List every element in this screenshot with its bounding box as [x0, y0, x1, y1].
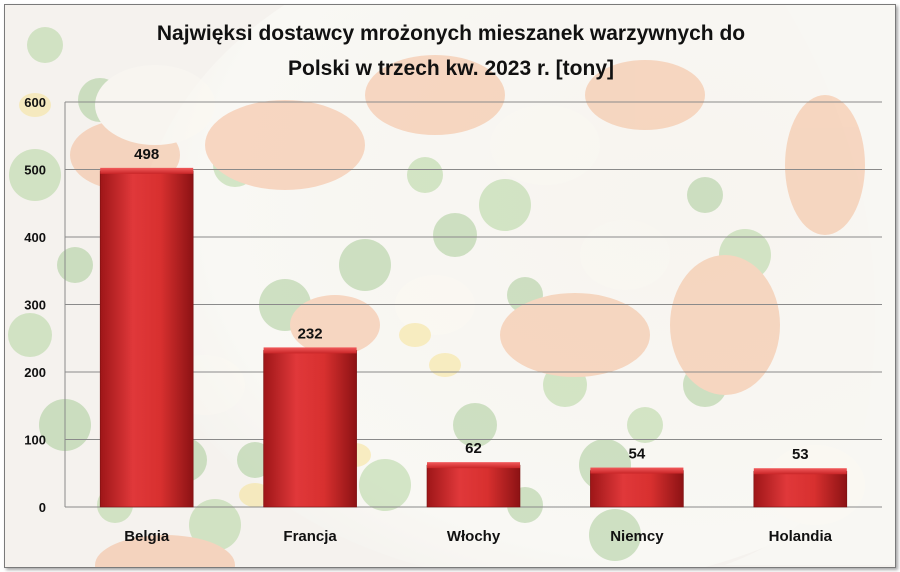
carrot-slice-shape [785, 95, 865, 235]
carrot-slice-shape [365, 55, 505, 135]
bar-top-cap [753, 468, 847, 475]
data-label: 54 [629, 446, 646, 463]
chart-title-line-2: Polski w trzech kw. 2023 r. [tony] [288, 57, 614, 80]
x-axis: Belgia Francja Włochy Niemcy Holandia [124, 528, 832, 545]
bar-holandia: 53 [753, 446, 848, 508]
corn-kernel-shape [19, 93, 51, 117]
bars: 498 232 62 54 53 [99, 146, 848, 508]
bar-top-cap [100, 167, 194, 174]
corn-kernel-shape [239, 483, 271, 507]
y-tick-label: 0 [39, 500, 46, 515]
pea-shape [543, 363, 587, 407]
pea-shape [213, 143, 257, 187]
chart-title: Najwięksi dostawcy mrożonych mieszanek w… [157, 22, 745, 80]
pea-shape [57, 247, 93, 283]
bar-francja: 232 [263, 325, 357, 508]
pea-shape [9, 149, 61, 201]
pea-shape [433, 213, 477, 257]
chart-title-line-1: Najwięksi dostawcy mrożonych mieszanek w… [157, 22, 745, 45]
pea-shape [407, 157, 443, 193]
bar-top-cap [590, 467, 684, 474]
pea-shape [78, 78, 122, 122]
data-label: 53 [792, 446, 809, 463]
carrot-slice-shape [205, 100, 365, 190]
pea-shape [8, 313, 52, 357]
carrot-slice-shape [670, 255, 780, 395]
corn-kernel-shape [399, 323, 431, 347]
cauliflower-shape [95, 65, 215, 145]
y-tick-label: 500 [24, 163, 46, 178]
data-label: 232 [298, 325, 323, 342]
pea-shape [719, 229, 771, 281]
pea-shape [339, 239, 391, 291]
bar-włochy: 62 [426, 440, 521, 508]
y-axis: 0 100 200 300 400 500 600 [24, 95, 66, 515]
bar-top-cap [427, 462, 520, 469]
y-tick-label: 600 [24, 95, 46, 110]
x-category-label: Włochy [447, 528, 501, 545]
bar-top-cap [263, 347, 357, 354]
data-label: 498 [134, 146, 159, 163]
y-tick-label: 100 [24, 433, 46, 448]
x-category-label: Holandia [769, 528, 833, 545]
bar-body [426, 464, 521, 508]
pea-shape [627, 407, 663, 443]
bar-body [753, 470, 848, 508]
x-category-label: Belgia [124, 528, 170, 545]
corn-kernel-shape [429, 353, 461, 377]
gridlines [65, 101, 882, 508]
bar-body [590, 470, 684, 508]
pea-shape [683, 363, 727, 407]
pea-shape [453, 403, 497, 447]
carrot-slice-shape [500, 293, 650, 377]
carrot-slice-shape [290, 295, 380, 355]
bar-body [263, 350, 357, 508]
carrot-slice-shape [95, 535, 235, 567]
y-tick-label: 400 [24, 230, 46, 245]
x-category-label: Niemcy [610, 528, 664, 545]
pea-shape [687, 177, 723, 213]
pea-shape [359, 459, 411, 511]
x-category-label: Francja [283, 528, 337, 545]
y-tick-label: 200 [24, 365, 46, 380]
cauliflower-shape [490, 105, 600, 185]
pea-shape [479, 179, 531, 231]
pea-shape [27, 27, 63, 63]
bar-belgia: 498 [99, 146, 194, 508]
chart-frame: Najwięksi dostawcy mrożonych mieszanek w… [4, 4, 896, 568]
carrot-slice-shape [585, 60, 705, 130]
bar-body [99, 170, 194, 508]
pea-shape [189, 499, 241, 551]
bar-niemcy: 54 [590, 446, 684, 508]
data-label: 62 [465, 440, 482, 457]
pea-shape [589, 509, 641, 561]
y-tick-label: 300 [24, 298, 46, 313]
bar-chart: Najwięksi dostawcy mrożonych mieszanek w… [5, 5, 895, 567]
